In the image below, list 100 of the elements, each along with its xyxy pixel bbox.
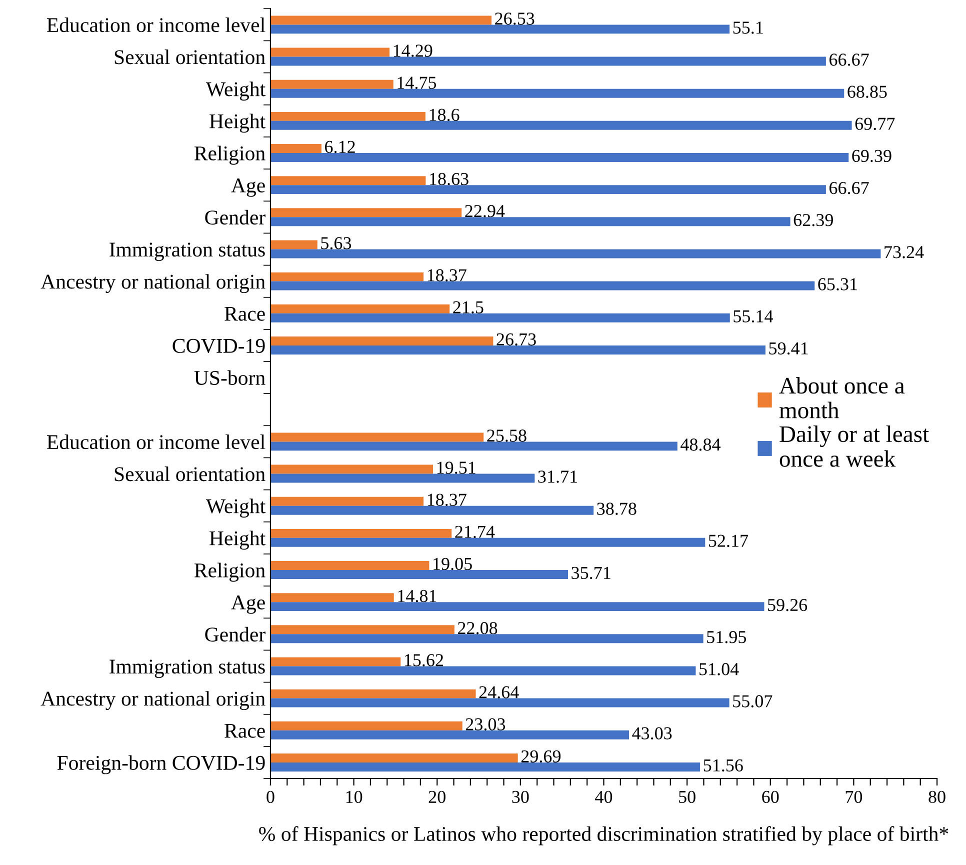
x-tick-label: 40	[595, 790, 612, 804]
bar	[270, 721, 462, 730]
bar	[270, 56, 826, 66]
data-label: 59.41	[769, 342, 808, 355]
bar	[270, 666, 696, 676]
y-tick-label: Weight	[206, 498, 266, 518]
bar	[270, 88, 844, 98]
data-label: 25.58	[487, 430, 526, 442]
bar	[270, 272, 424, 282]
data-label: 14.75	[398, 76, 436, 89]
y-tick-label: Age	[231, 596, 265, 614]
bar	[270, 249, 881, 258]
data-label: 31.71	[538, 470, 577, 483]
data-label: 18.37	[428, 494, 466, 506]
bar	[270, 120, 852, 130]
y-tick-label: Education or income level	[46, 17, 266, 32]
bar	[270, 753, 518, 762]
legend-label: About once a month	[779, 377, 905, 418]
bar	[270, 152, 849, 162]
y-tick-label: Immigration status	[110, 242, 265, 261]
y-tick-label: Religion	[194, 146, 266, 165]
bar	[270, 538, 706, 547]
data-label: 55.1	[733, 22, 763, 34]
y-tick-label: Ancestry or national origin	[40, 274, 266, 294]
y-tick-label: Race	[224, 306, 265, 321]
y-tick-label: Height	[210, 530, 266, 550]
y-tick-label: Immigration status	[110, 660, 265, 678]
bar	[270, 240, 318, 250]
bar	[270, 185, 826, 194]
y-tick-label: Sexual orientation	[114, 50, 266, 64]
data-label: 24.64	[479, 686, 519, 698]
data-label: 35.71	[572, 566, 610, 580]
bar	[270, 442, 678, 451]
data-label: 51.04	[700, 663, 739, 676]
data-label: 21.74	[455, 526, 495, 538]
data-label: 73.24	[884, 246, 924, 258]
data-label: 18.6	[430, 108, 460, 122]
data-label: 29.69	[521, 750, 561, 763]
bar	[270, 593, 394, 602]
data-label: 38.78	[597, 502, 636, 515]
data-label: 14.29	[394, 44, 432, 57]
bar	[270, 474, 535, 483]
data-label: 15.62	[404, 654, 444, 666]
x-tick-label: 50	[679, 790, 696, 804]
y-tick-label: Gender	[205, 210, 266, 225]
bar	[270, 281, 815, 290]
y-tick-label: Gender	[205, 626, 266, 642]
data-label: 55.07	[733, 695, 772, 708]
data-label: 62.39	[794, 214, 833, 226]
x-tick-label: 60	[762, 790, 779, 804]
data-label: 18.63	[430, 172, 468, 186]
x-axis-title: % of Hispanics or Latinos who reported discrimination stratified by place of birth*	[259, 826, 948, 846]
data-label: 26.73	[496, 333, 536, 346]
data-label: 18.37	[428, 269, 466, 282]
y-tick-label: Sexual orientation	[114, 466, 266, 482]
bar	[270, 561, 430, 570]
data-label: 69.39	[852, 150, 892, 162]
bar	[270, 506, 594, 515]
x-tick-label: 30	[512, 790, 529, 804]
y-tick-label: Race	[224, 724, 265, 738]
y-tick-label: Ancestry or national origin	[40, 691, 266, 710]
data-label: 21.5	[453, 301, 484, 314]
bar	[270, 657, 401, 666]
bar	[270, 217, 790, 226]
legend-label: Daily or at least once a week	[780, 426, 929, 467]
x-tick-label: 0	[266, 790, 274, 804]
data-label: 68.85	[848, 86, 887, 98]
x-tick-label: 10	[346, 790, 362, 804]
data-label: 66.67	[830, 182, 869, 194]
data-label: 22.94	[465, 205, 505, 218]
bar	[270, 80, 394, 89]
data-label: 19.51	[437, 462, 476, 474]
x-tick-label: 70	[846, 790, 862, 804]
data-label: 66.67	[830, 54, 869, 66]
data-label: 26.53	[495, 12, 534, 25]
data-label: 69.77	[855, 118, 895, 130]
y-tick-label: Age	[231, 178, 265, 197]
bar	[270, 144, 322, 153]
x-tick-label: 20	[428, 790, 446, 804]
bar	[270, 208, 462, 218]
y-tick-label: Height	[210, 114, 266, 133]
data-label: 51.56	[704, 759, 743, 772]
data-label: 43.03	[632, 727, 672, 740]
data-label: 19.05	[434, 558, 472, 570]
x-tick-label: 80	[928, 790, 946, 804]
bar	[270, 602, 764, 612]
bar	[270, 528, 452, 538]
data-label: 23.03	[466, 718, 506, 730]
bar	[270, 313, 730, 322]
bar	[270, 625, 454, 634]
bar	[270, 762, 700, 772]
bar	[270, 16, 492, 25]
y-tick-label: US-born	[194, 370, 266, 385]
bar	[270, 634, 704, 644]
data-label: 65.31	[818, 278, 857, 290]
y-tick-label: Religion	[194, 562, 266, 582]
bar	[270, 570, 568, 579]
bar	[270, 48, 390, 57]
bar	[270, 464, 434, 474]
data-label: 6.12	[325, 140, 355, 154]
